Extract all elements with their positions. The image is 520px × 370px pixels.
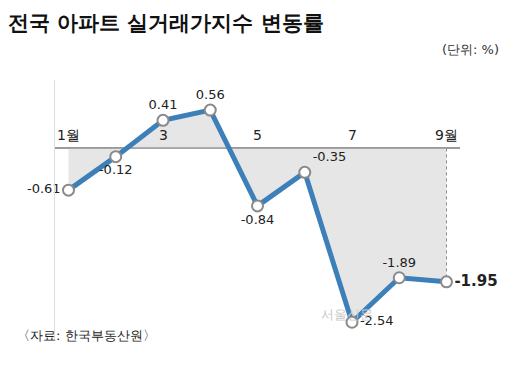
svg-text:-0.12: -0.12	[99, 162, 133, 177]
svg-text:-2.54: -2.54	[360, 313, 394, 328]
svg-text:7: 7	[348, 127, 357, 143]
svg-text:9월: 9월	[435, 127, 458, 143]
svg-text:-0.61: -0.61	[27, 181, 61, 196]
svg-text:-1.95: -1.95	[454, 272, 497, 290]
svg-text:서울신문: 서울신문	[321, 307, 373, 322]
svg-text:3: 3	[159, 127, 168, 143]
svg-text:0.56: 0.56	[196, 87, 225, 102]
svg-text:-0.84: -0.84	[241, 212, 275, 227]
svg-text:-0.35: -0.35	[313, 149, 347, 164]
svg-text:〈자료: 한국부동산원〉: 〈자료: 한국부동산원〉	[17, 328, 156, 343]
svg-text:전국 아파트 실거래가지수 변동률: 전국 아파트 실거래가지수 변동률	[8, 11, 324, 35]
svg-text:(단위: %): (단위: %)	[442, 42, 499, 57]
svg-text:1월: 1월	[57, 127, 80, 143]
svg-text:0.41: 0.41	[149, 97, 178, 112]
svg-text:5: 5	[253, 127, 262, 143]
svg-text:-1.89: -1.89	[382, 255, 416, 270]
